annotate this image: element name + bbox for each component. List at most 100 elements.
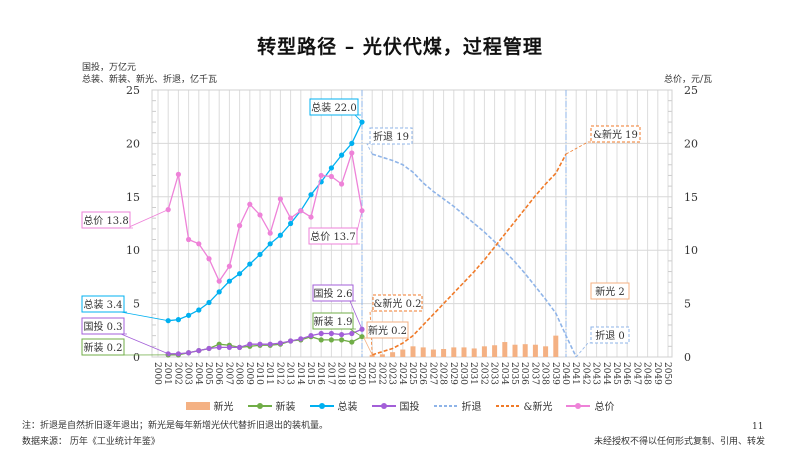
legend-label: &新光 bbox=[523, 402, 553, 413]
legend-item-新光: 新光 bbox=[185, 398, 234, 413]
point-总装 bbox=[277, 232, 283, 238]
x-tick-label: 2031 bbox=[468, 362, 478, 385]
x-tick-label: 2033 bbox=[489, 362, 499, 385]
y-tick-label-right: 0 bbox=[684, 351, 691, 364]
callout-label: 总价 13.8 bbox=[83, 214, 128, 227]
callout-leader bbox=[354, 114, 363, 123]
callout-label: 折退 19 bbox=[373, 130, 409, 143]
x-tick-label: 2022 bbox=[376, 362, 386, 385]
line-总价 bbox=[167, 152, 363, 283]
callout-label: 国投 0.3 bbox=[83, 320, 122, 333]
legend-label: 折退 bbox=[461, 402, 482, 413]
y-tick-label-left: 10 bbox=[126, 244, 140, 257]
x-tick-label: 2015 bbox=[305, 362, 315, 385]
bar-新光 bbox=[451, 347, 457, 357]
line-折退 bbox=[371, 153, 577, 358]
y-tick-label-left: 0 bbox=[133, 351, 140, 364]
x-tick-label: 2026 bbox=[417, 362, 427, 385]
callout-box bbox=[309, 98, 359, 116]
x-tick-label: 2003 bbox=[183, 362, 193, 385]
point-国投 bbox=[328, 330, 334, 337]
bar-新光 bbox=[461, 347, 467, 357]
x-tick-label: 2029 bbox=[448, 362, 458, 385]
point-总价 bbox=[196, 241, 202, 247]
callout-label: 新光 2 bbox=[595, 285, 625, 298]
y-tick-label-right: 20 bbox=[684, 137, 698, 150]
x-tick-label: 2030 bbox=[458, 362, 468, 385]
x-tick-label: 2019 bbox=[346, 362, 356, 385]
point-总价 bbox=[308, 214, 314, 220]
x-tick-label: 2002 bbox=[172, 362, 182, 385]
point-总价 bbox=[247, 201, 253, 207]
legend-item-新装: 新装 bbox=[247, 398, 296, 413]
y-tick-label-right: 15 bbox=[684, 191, 698, 204]
legend-swatch bbox=[495, 404, 520, 407]
x-tick-label: 2047 bbox=[631, 362, 641, 385]
point-总装 bbox=[257, 251, 263, 258]
x-tick-label: 2011 bbox=[264, 362, 274, 385]
bar-新光 bbox=[532, 344, 538, 357]
legend-label: 国投 bbox=[399, 402, 420, 413]
point-总价 bbox=[277, 196, 283, 202]
bar-新光 bbox=[379, 354, 385, 357]
x-tick-label: 2020 bbox=[356, 362, 366, 385]
point-总价 bbox=[339, 181, 345, 187]
callout-box bbox=[312, 312, 354, 330]
x-tick-label: 2046 bbox=[621, 362, 631, 385]
point-总价 bbox=[267, 230, 273, 236]
legend-swatch bbox=[309, 402, 334, 409]
point-国投 bbox=[237, 344, 243, 350]
point-新装 bbox=[349, 339, 355, 345]
point-总装 bbox=[349, 140, 355, 146]
legend-item-总价: 总价 bbox=[566, 398, 614, 413]
x-tick-label: 2007 bbox=[223, 362, 233, 385]
callout-label: 总价 13.7 bbox=[310, 230, 355, 243]
point-国投 bbox=[216, 344, 222, 350]
legend-swatch bbox=[433, 404, 458, 407]
callout-leader bbox=[575, 342, 594, 358]
y-tick-label-left: 5 bbox=[133, 298, 140, 311]
point-新装 bbox=[339, 337, 345, 343]
legend-label: 新光 bbox=[213, 402, 234, 413]
point-总装 bbox=[237, 271, 243, 277]
point-总价 bbox=[237, 223, 243, 229]
point-国投 bbox=[308, 333, 314, 339]
point-国投 bbox=[175, 351, 181, 357]
copyright-notice: 未经授权不得以任何形式复制、引用、转发 bbox=[594, 437, 766, 447]
callout-box bbox=[81, 338, 125, 356]
x-tick-label: 2050 bbox=[662, 362, 672, 385]
callout-label: 国投 2.6 bbox=[313, 287, 352, 300]
data-source: 数据来源： 历年《工业统计年鉴》 bbox=[22, 437, 160, 447]
x-tick-label: 2034 bbox=[499, 362, 509, 385]
legend-item-&新光: &新光 bbox=[495, 398, 553, 413]
bar-新光 bbox=[420, 347, 426, 357]
callout-leader bbox=[363, 337, 373, 356]
y-tick-label-left: 20 bbox=[126, 137, 140, 150]
point-新装 bbox=[328, 337, 334, 343]
bar-新光 bbox=[369, 354, 375, 357]
callout-label: 新装 1.9 bbox=[313, 315, 352, 328]
callout-box bbox=[369, 127, 413, 145]
callout-box bbox=[366, 321, 409, 339]
x-tick-label: 2017 bbox=[325, 362, 335, 385]
x-tick-label: 2044 bbox=[601, 362, 611, 385]
point-总装 bbox=[308, 192, 314, 198]
callout-leader bbox=[120, 311, 169, 322]
point-国投 bbox=[288, 338, 294, 344]
x-tick-label: 2043 bbox=[591, 362, 601, 385]
point-新装 bbox=[318, 337, 324, 343]
callout-box bbox=[590, 125, 641, 143]
bar-新光 bbox=[441, 348, 447, 357]
x-tick-label: 2012 bbox=[274, 362, 284, 385]
x-tick-label: 2042 bbox=[580, 362, 590, 385]
point-总价 bbox=[298, 208, 304, 214]
x-tick-label: 2023 bbox=[387, 362, 397, 385]
legend-item-总装: 总装 bbox=[309, 398, 358, 413]
point-国投 bbox=[206, 345, 212, 352]
callout-box bbox=[81, 295, 125, 313]
x-tick-label: 2035 bbox=[509, 362, 519, 385]
point-国投 bbox=[186, 350, 192, 356]
callout-box bbox=[81, 317, 125, 335]
point-总价 bbox=[359, 208, 365, 214]
